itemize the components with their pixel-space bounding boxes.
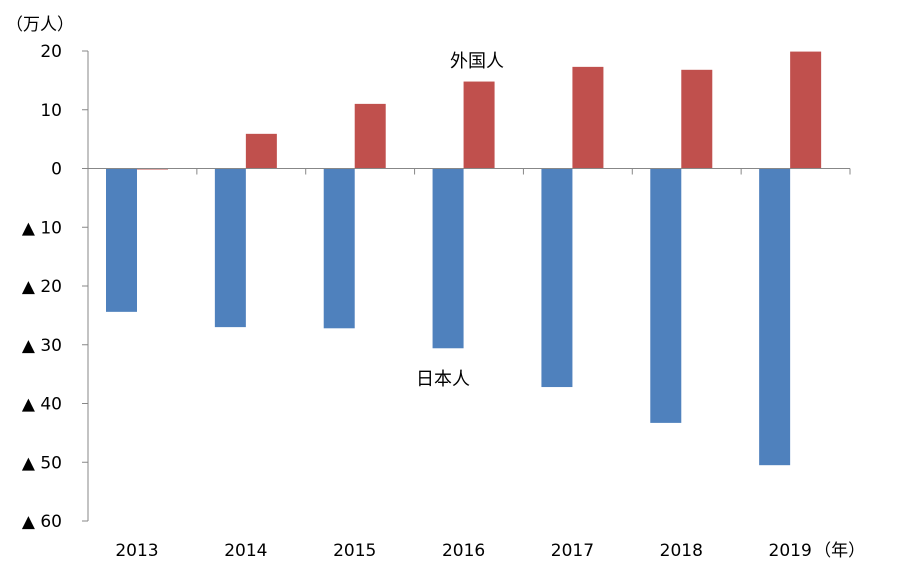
y-tick-label: 10 — [40, 101, 62, 121]
x-unit-label: （年） — [814, 541, 865, 561]
bar-japanese-2013 — [106, 168, 137, 312]
x-tick-label: 2013 — [115, 541, 158, 561]
y-tick-label: ▲ 10 — [22, 218, 62, 238]
bar-japanese-2018 — [650, 168, 682, 423]
x-tick-label: 2014 — [224, 541, 267, 561]
bar-foreign-2019 — [790, 51, 822, 169]
axes — [87, 51, 851, 521]
x-tick-label: 2016 — [442, 541, 485, 561]
bar-foreign-2017 — [572, 66, 604, 169]
bar-foreign-2015 — [354, 103, 386, 169]
x-tick-label: 2019 — [769, 541, 812, 561]
y-tick-label: ▲ 20 — [22, 277, 62, 297]
x-tick-label: 2018 — [660, 541, 703, 561]
bar-japanese-2017 — [541, 168, 573, 388]
y-axis-ticks: 20 10 0 ▲ 10 ▲ 20 ▲ 30 ▲ 40 ▲ 50 ▲ 60 — [22, 42, 88, 532]
x-tick-label: 2015 — [333, 541, 376, 561]
bar-japanese-2019 — [759, 168, 791, 466]
bar-japanese-2015 — [323, 168, 355, 329]
x-axis-ticks: 2013 2014 2015 2016 2017 2018 2019 （年） — [115, 541, 865, 561]
series-label-foreign: 外国人 — [450, 51, 504, 72]
y-unit-label: （万人） — [6, 15, 74, 35]
y-tick-label: ▲ 40 — [22, 395, 62, 415]
y-tick-label: ▲ 50 — [22, 453, 62, 473]
bar-foreign-2016 — [463, 81, 495, 169]
y-tick-label: 20 — [40, 42, 62, 62]
bar-foreign-2018 — [681, 69, 713, 169]
bars — [106, 51, 822, 466]
x-tick-label: 2017 — [551, 541, 594, 561]
bar-japanese-2016 — [432, 168, 464, 349]
bar-japanese-2014 — [214, 168, 246, 328]
series-label-japanese: 日本人 — [416, 369, 470, 390]
y-tick-label: 0 — [51, 160, 62, 180]
y-tick-label: ▲ 60 — [22, 512, 62, 532]
y-tick-label: ▲ 30 — [22, 336, 62, 356]
bar-foreign-2014 — [245, 133, 277, 169]
